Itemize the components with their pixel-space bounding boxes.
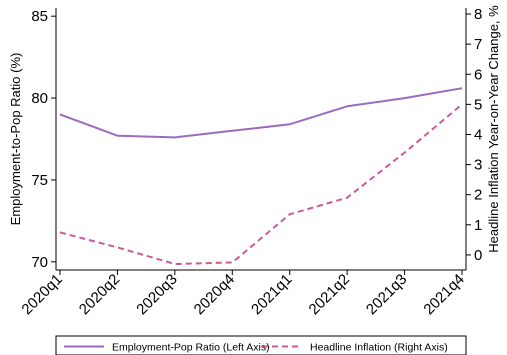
- x-axis-tick-label: 2020q3: [133, 271, 180, 318]
- left-axis-title: Employment-to-Pop Ratio (%): [8, 53, 23, 226]
- left-axis-tick-label: 80: [31, 90, 48, 107]
- left-axis-tick-label: 75: [31, 172, 48, 189]
- x-axis-tick-label: 2021q3: [363, 271, 410, 318]
- legend-box: [55, 335, 467, 355]
- right-axis-tick-label: 6: [474, 66, 482, 83]
- right-axis-title: Headline Inflation Year-on-Year Change, …: [486, 5, 501, 253]
- x-axis-tick-label: 2020q4: [191, 271, 238, 318]
- right-axis-tick-label: 3: [474, 157, 482, 174]
- series-line-1: [59, 87, 463, 139]
- left-axis-tick-label: 85: [31, 8, 48, 25]
- right-axis-tick-label: 0: [474, 247, 482, 264]
- right-axis-tick-label: 2: [474, 187, 482, 204]
- x-axis-tick-label: 2021q4: [420, 271, 467, 318]
- x-axis-tick-label: 2020q1: [18, 271, 65, 318]
- legend: Employment-Pop Ratio (Left Axis) Headline…: [55, 335, 467, 355]
- x-axis-tick-label: 2020q2: [76, 271, 123, 318]
- legend-label-1: Employment-Pop Ratio (Left Axis): [112, 342, 270, 354]
- series-line-2: [59, 103, 463, 265]
- right-axis-tick-label: 5: [474, 96, 482, 113]
- legend-label-2: Headline Inflation (Right Axis): [310, 342, 448, 354]
- axes-group: 70 75 80 85 0 1 2 3 4 5 6 7 8 2020q1 2020q2 2020q3 2020q…: [8, 5, 501, 318]
- x-axis-tick-label: 2021q1: [248, 271, 295, 318]
- right-axis-tick-label: 8: [474, 6, 482, 23]
- right-axis-tick-label: 1: [474, 217, 482, 234]
- left-axis-tick-label: 70: [31, 254, 48, 271]
- x-axis-tick-label: 2021q2: [306, 271, 353, 318]
- right-axis-tick-label: 4: [474, 126, 482, 143]
- right-axis-tick-label: 7: [474, 36, 482, 53]
- series-group: [59, 87, 463, 265]
